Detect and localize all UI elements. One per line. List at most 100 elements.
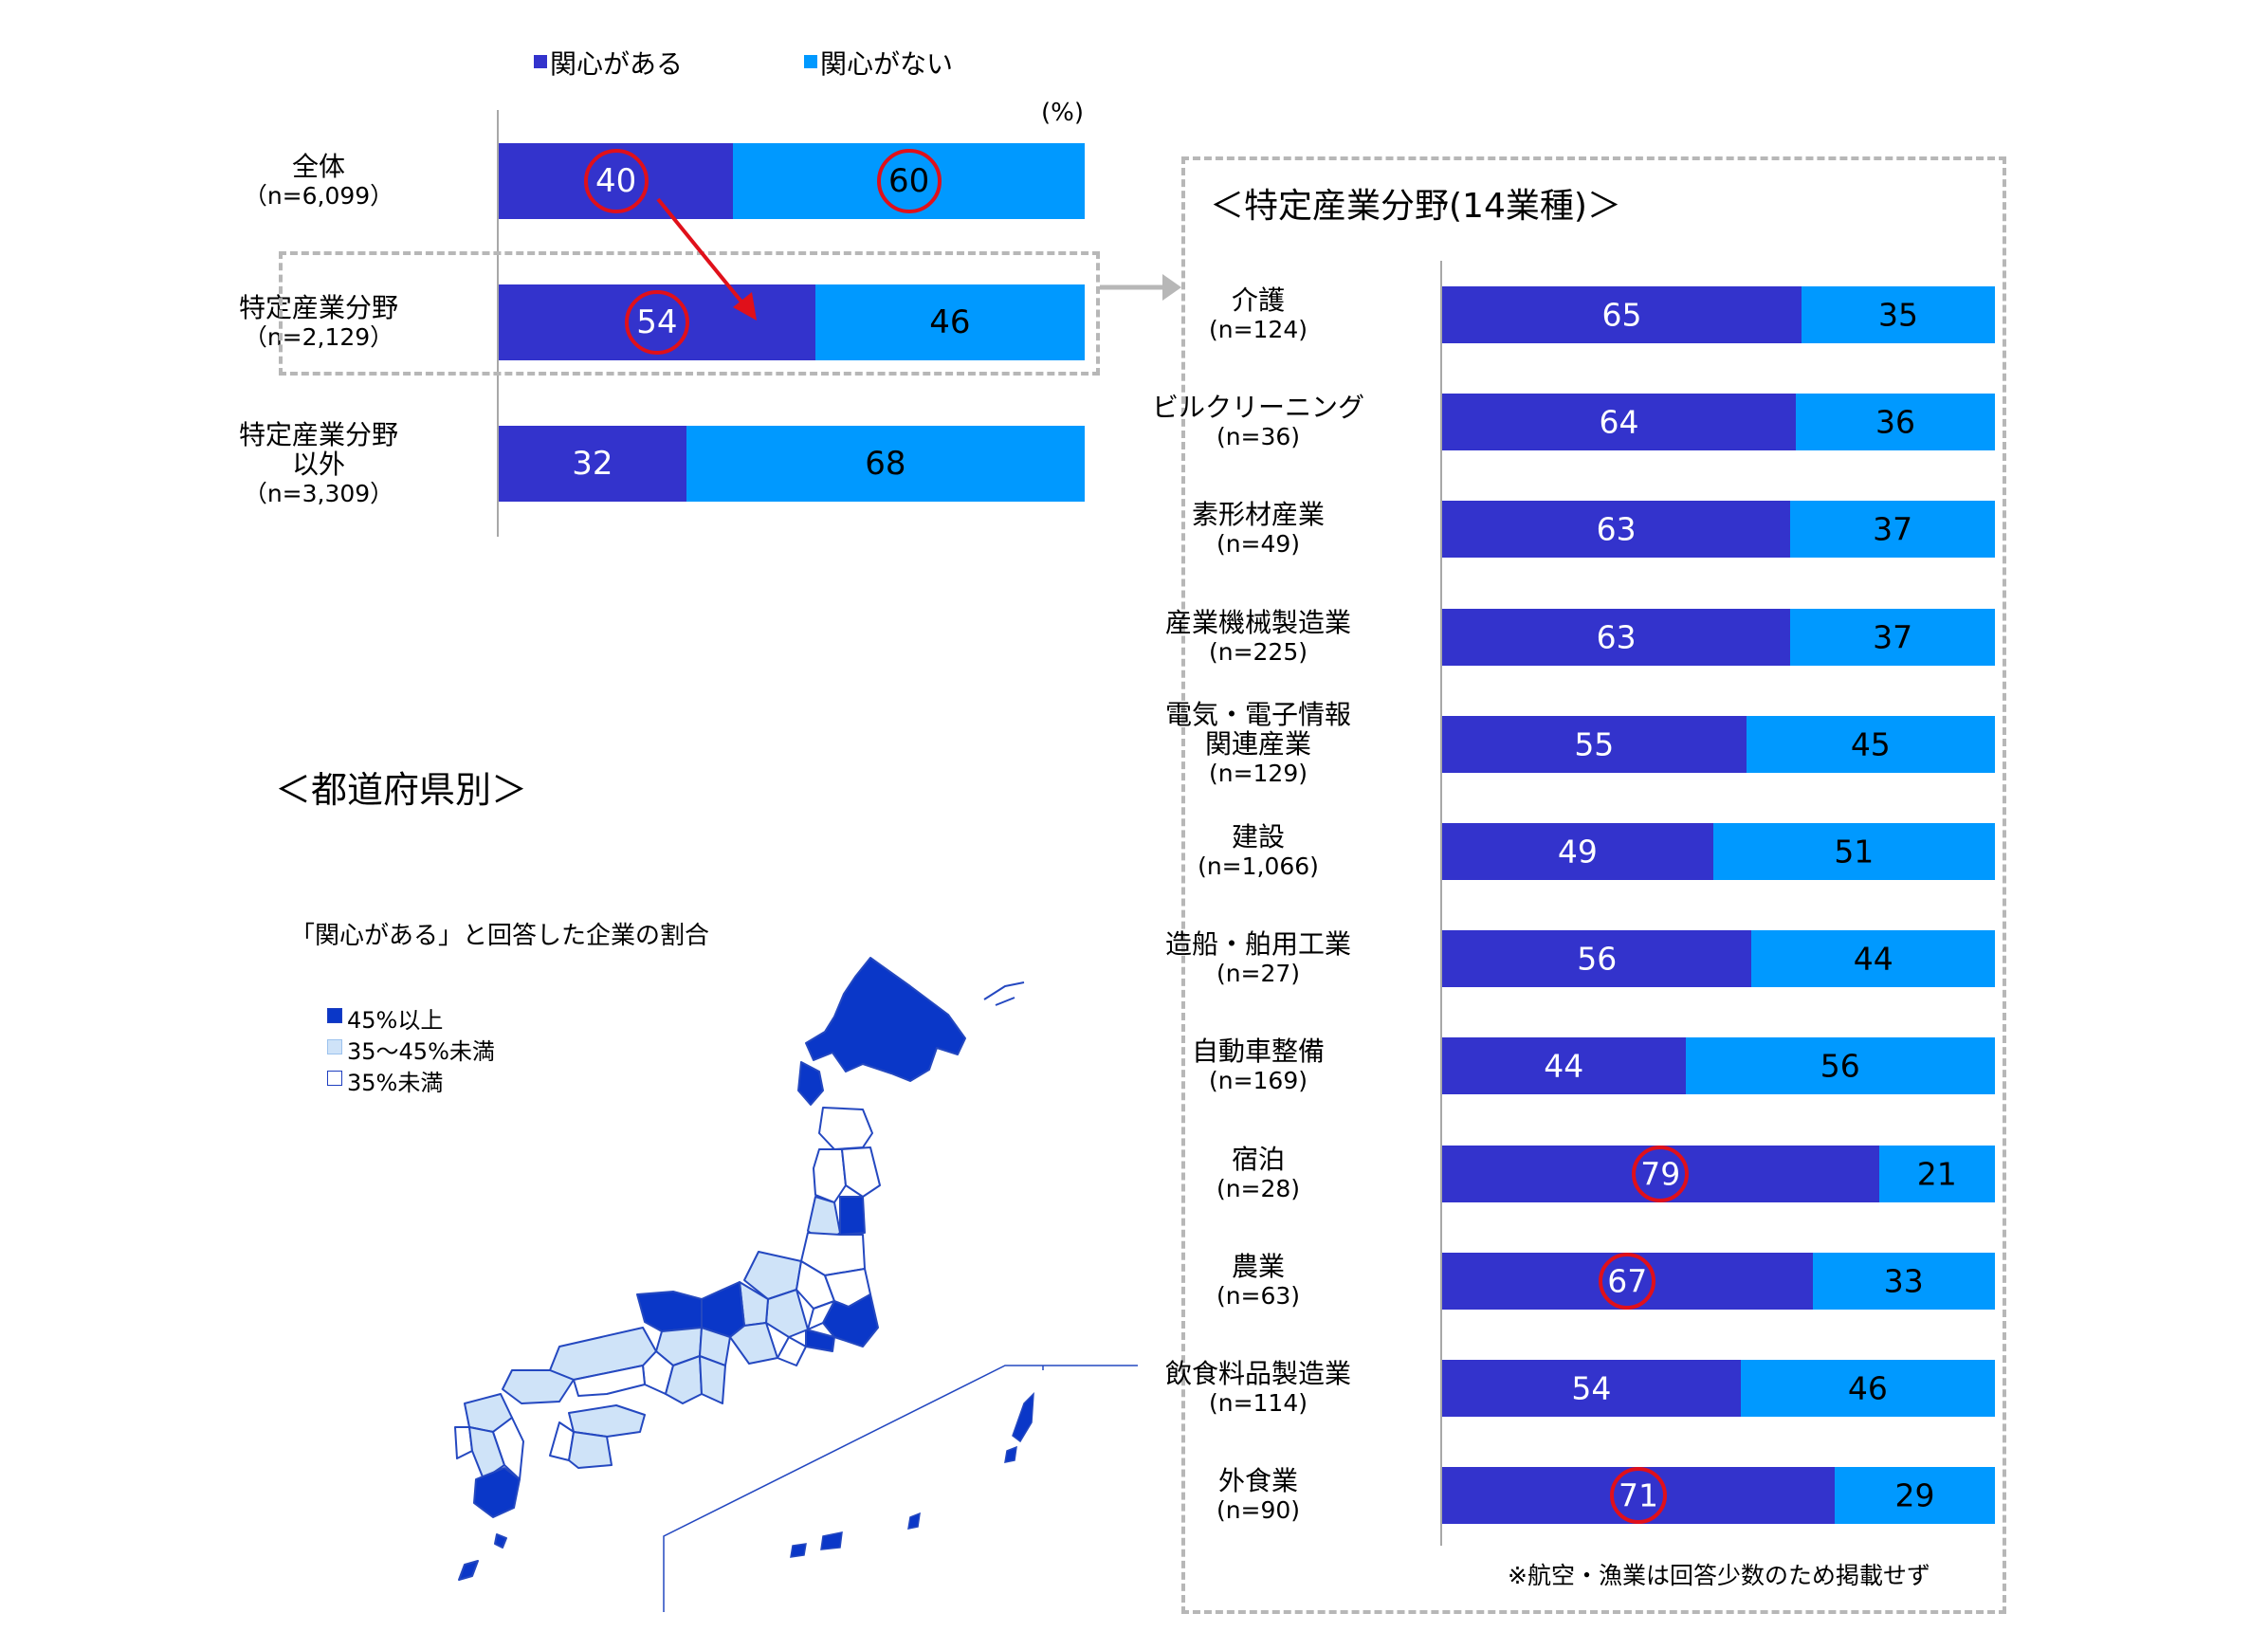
industry-category-n: (n=129) <box>1208 760 1308 788</box>
industry-bar: 64 36 <box>1442 394 1995 451</box>
industry-bar-segment-no: 35 <box>1801 286 1995 343</box>
overall-category-n: （n=2,129） <box>243 323 394 351</box>
map-legend-swatch-mid <box>327 1039 342 1054</box>
overall-category-name: 特定産業分野 <box>238 292 398 323</box>
red-arrow <box>656 197 757 321</box>
industry-bar: 44 56 <box>1442 1037 1995 1095</box>
map-caption: 「関心がある」と回答した企業の割合 <box>290 922 710 950</box>
industry-bar-segment-yes: 63 <box>1442 501 1791 559</box>
map-legend-label-mid: 35～45%未満 <box>347 1038 495 1065</box>
industry-category-label: 外食業 (n=90) <box>1097 1466 1419 1525</box>
industry-bar-segment-no: 29 <box>1834 1467 1995 1525</box>
industry-bar-segment-no: 21 <box>1878 1145 1995 1202</box>
overall-data-label: 54 <box>636 303 678 341</box>
overall-data-label: 32 <box>572 445 613 483</box>
overall-category-label: 全体 （n=6,099） <box>157 152 480 211</box>
industry-bar-segment-yes: 79 <box>1442 1145 1879 1202</box>
industry-bar-segment-yes: 56 <box>1442 930 1752 988</box>
overall-bar: 54 46 <box>499 284 1085 360</box>
industry-category-name: 造船・舶用工業 <box>1164 928 1351 961</box>
map-inset-border <box>663 1365 1138 1612</box>
industry-bar-segment-yes: 49 <box>1442 823 1713 880</box>
overall-data-label: 60 <box>887 162 930 200</box>
highlight-box-specified <box>279 251 1100 376</box>
map-region-okinawa <box>458 1560 479 1581</box>
industry-category-label: 飲食料品製造業 (n=114) <box>1097 1359 1419 1418</box>
industry-bar-segment-yes: 63 <box>1442 608 1791 666</box>
industry-data-label: 65 <box>1601 296 1642 334</box>
industry-data-label: 71 <box>1618 1476 1658 1514</box>
industry-data-label: 67 <box>1607 1262 1648 1300</box>
overall-category-n: （n=3,309） <box>243 479 394 507</box>
overall-bar-segment-yes: 54 <box>499 284 815 360</box>
overall-category-n: （n=6,099） <box>243 182 394 210</box>
overall-bar-segment-no: 46 <box>814 284 1085 360</box>
connector-arrow <box>1100 274 1181 301</box>
industry-category-n: (n=36) <box>1216 423 1301 451</box>
industry-category-label: 建設 (n=1,066) <box>1097 822 1419 881</box>
industry-bar: 49 51 <box>1442 823 1995 880</box>
industry-category-n: (n=169) <box>1208 1067 1308 1095</box>
industry-category-label: 宿泊 (n=28) <box>1097 1145 1419 1203</box>
industry-category-n: (n=28) <box>1216 1174 1301 1202</box>
industry-category-name: 外食業 <box>1217 1465 1298 1497</box>
industry-bar-segment-yes: 67 <box>1442 1252 1813 1310</box>
industry-bar: 63 37 <box>1442 608 1995 666</box>
industry-category-n: (n=1,066) <box>1198 852 1319 880</box>
industry-bar-segment-yes: 65 <box>1442 286 1802 343</box>
industry-data-label: 55 <box>1574 725 1615 763</box>
industry-bar-segment-yes: 71 <box>1442 1467 1835 1525</box>
industry-category-label: ビルクリーニング (n=36) <box>1097 393 1419 451</box>
industry-data-label: 45 <box>1850 725 1891 763</box>
industry-category-n: (n=225) <box>1208 637 1308 666</box>
legend-label-no: 関心がない <box>820 48 954 80</box>
industry-category-n: (n=27) <box>1216 960 1301 988</box>
industry-data-label: 37 <box>1873 618 1913 656</box>
unit-label: (%) <box>1041 99 1084 127</box>
industry-data-label: 35 <box>1877 296 1918 334</box>
legend-label-yes: 関心がある <box>550 48 684 80</box>
industry-category-label: 介護 (n=124) <box>1097 285 1419 344</box>
industry-data-label: 33 <box>1883 1262 1924 1300</box>
industry-bar: 79 21 <box>1442 1145 1995 1202</box>
overall-bar-segment-yes: 32 <box>499 426 686 502</box>
map-legend-label-low: 35%未満 <box>347 1070 444 1096</box>
industry-bar-segment-no: 37 <box>1790 608 1995 666</box>
industry-category-name: 宿泊 <box>1231 1143 1285 1175</box>
industry-data-label: 63 <box>1596 618 1637 656</box>
map-legend-label-high: 45%以上 <box>347 1007 444 1034</box>
industry-bar-segment-no: 33 <box>1812 1252 1995 1310</box>
chart-note: ※航空・漁業は回答少数のため掲載せず <box>1508 1562 1930 1589</box>
industry-category-label: 造船・舶用工業 (n=27) <box>1097 929 1419 988</box>
overall-bar: 32 68 <box>499 426 1085 502</box>
map-region-kagoshima <box>473 1467 521 1518</box>
industry-data-label: 37 <box>1873 510 1913 548</box>
industry-bar-segment-yes: 64 <box>1442 394 1797 451</box>
overall-data-label: 68 <box>865 445 906 483</box>
industry-category-name: ビルクリーニング <box>1151 392 1364 424</box>
map-region-kanto <box>822 1293 879 1348</box>
right-chart-title: ＜特定産業分野(14業種)＞ <box>1210 187 1621 226</box>
industry-bar-segment-no: 51 <box>1712 823 1995 880</box>
industry-data-label: 64 <box>1599 403 1639 441</box>
overall-bar: 40 60 <box>499 143 1085 219</box>
map-region-hokkaido <box>805 957 966 1082</box>
map-legend-swatch-high <box>327 1008 342 1023</box>
industry-category-n: (n=114) <box>1208 1389 1308 1417</box>
industry-category-n: (n=49) <box>1216 530 1301 559</box>
overall-category-label: 特定産業分野 （n=2,129） <box>157 293 480 352</box>
industry-category-label: 素形材産業 (n=49) <box>1097 500 1419 559</box>
industry-bar-segment-yes: 54 <box>1442 1360 1741 1417</box>
industry-category-n: (n=90) <box>1216 1496 1301 1525</box>
industry-category-label: 農業 (n=63) <box>1097 1252 1419 1311</box>
industry-data-label: 46 <box>1847 1369 1888 1407</box>
industry-bar: 67 33 <box>1442 1252 1995 1310</box>
industry-bar-segment-yes: 44 <box>1442 1037 1686 1095</box>
industry-category-label: 産業機械製造業 (n=225) <box>1097 608 1419 667</box>
industry-data-label: 51 <box>1834 833 1875 871</box>
industry-category-label: 自動車整備 (n=169) <box>1097 1036 1419 1095</box>
industry-category-name: 農業 <box>1231 1250 1285 1282</box>
legend-swatch-yes <box>534 55 547 68</box>
industry-category-name: 建設 <box>1231 821 1285 852</box>
industry-category-name: 関連産業 <box>1204 728 1311 761</box>
